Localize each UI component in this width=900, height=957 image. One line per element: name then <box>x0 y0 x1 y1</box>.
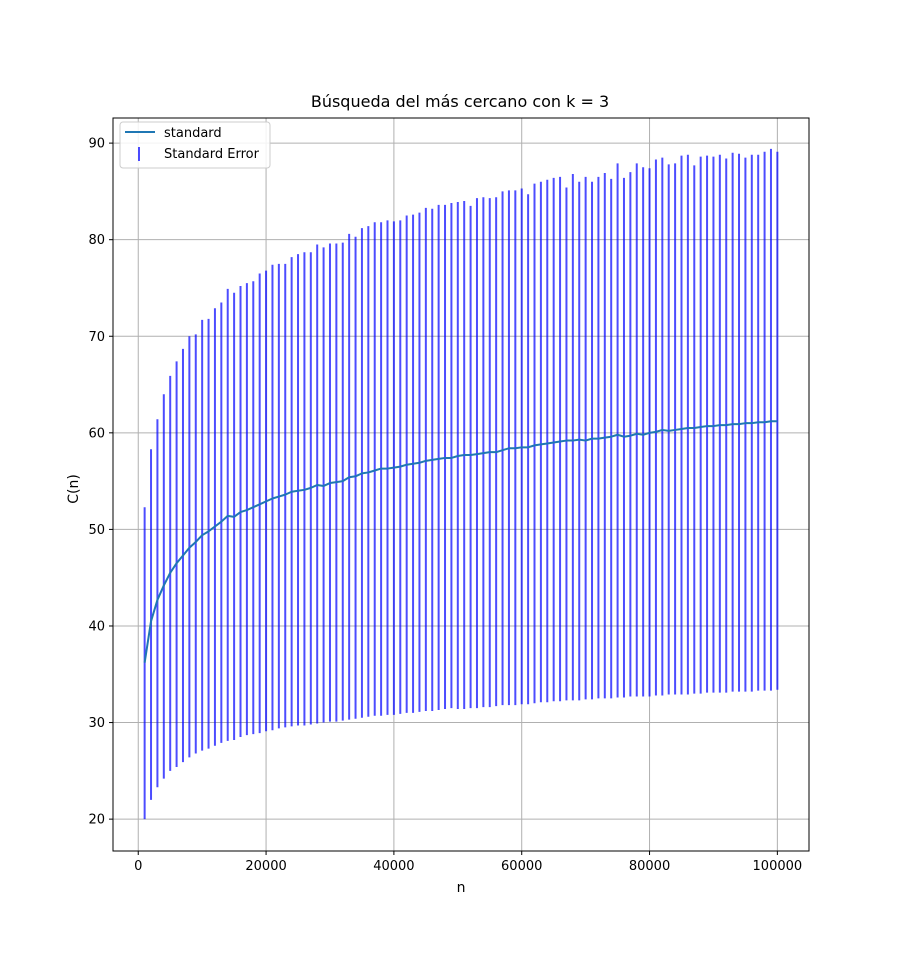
x-tick-label: 60000 <box>501 859 542 874</box>
x-tick-label: 0 <box>134 859 142 874</box>
plot-frame <box>112 117 810 852</box>
x-tick-label: 80000 <box>629 859 670 874</box>
y-tick-label: 60 <box>88 426 105 441</box>
line-layer <box>143 420 778 663</box>
y-tick-label: 20 <box>88 813 105 828</box>
series-line-standard <box>143 420 778 663</box>
y-tick-label: 90 <box>88 137 105 152</box>
y-tick-label: 40 <box>88 619 105 634</box>
chart-title: Búsqueda del más cercano con k = 3 <box>311 92 609 111</box>
x-tick-label: 40000 <box>373 859 414 874</box>
legend-label-standard: standard <box>164 126 222 141</box>
x-tick-label: 20000 <box>245 859 286 874</box>
y-tick-label: 70 <box>88 330 105 345</box>
y-tick-label: 80 <box>88 233 105 248</box>
x-tick-label: 100000 <box>753 859 803 874</box>
y-tick-label: 50 <box>88 523 105 538</box>
legend: standard Standard Error <box>119 121 271 169</box>
y-axis-label: C(n) <box>66 474 82 504</box>
legend-label-standard-error: Standard Error <box>164 147 260 162</box>
legend-box <box>119 121 271 169</box>
y-tick-label: 30 <box>88 716 105 731</box>
x-axis-label: n <box>457 880 466 896</box>
tick-layer: 0 20000 40000 60000 80000 100000 20 30 40 50 60 70 8… <box>88 137 802 874</box>
